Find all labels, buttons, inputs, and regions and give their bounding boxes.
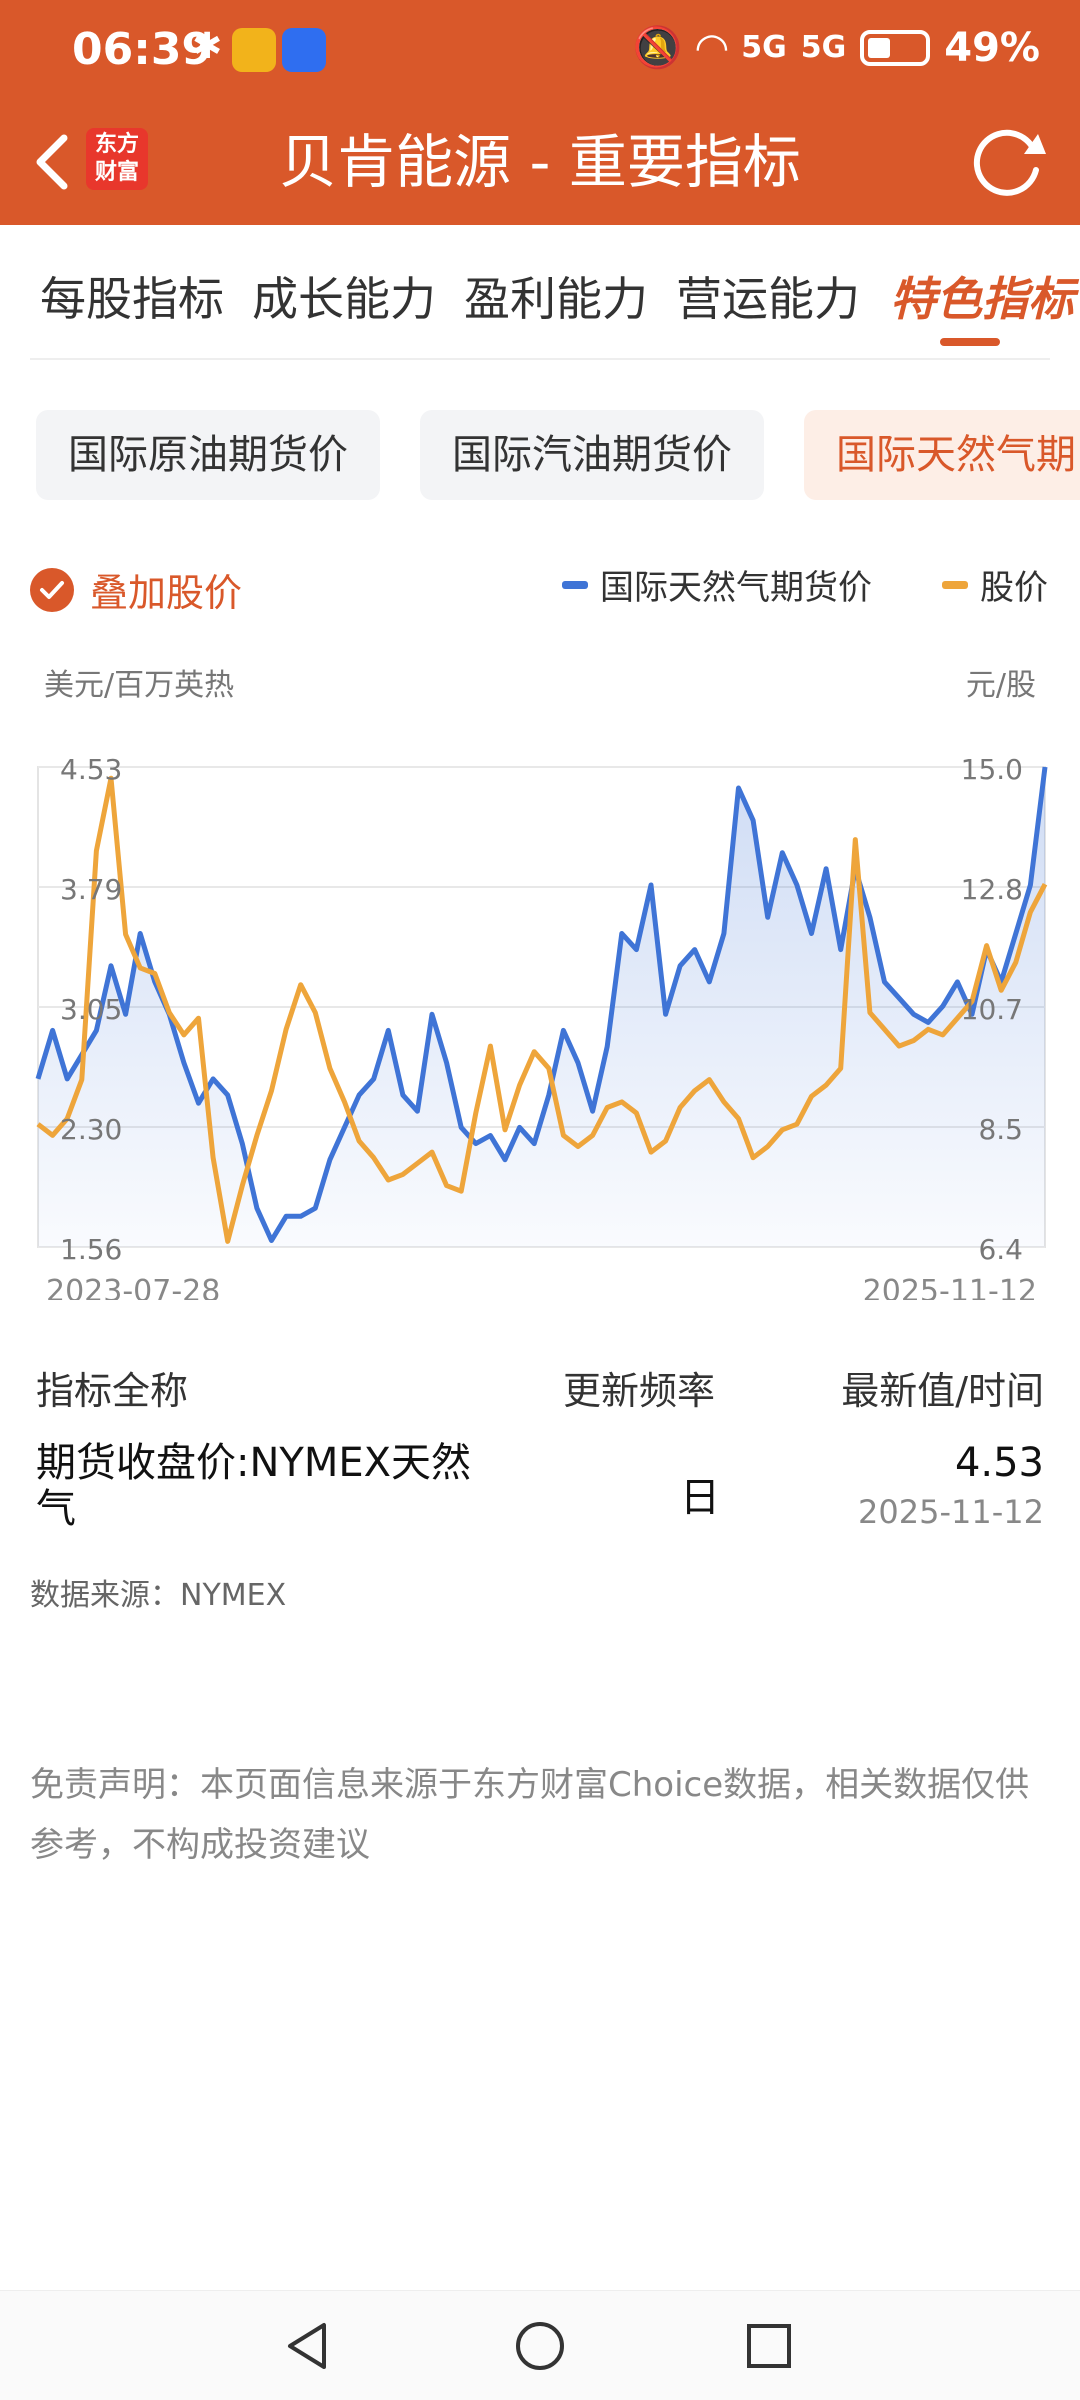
app-logo: 东方 财富	[86, 128, 148, 190]
left-tick-label: 4.53	[60, 753, 122, 786]
chip-natural-gas[interactable]: 国际天然气期	[804, 410, 1080, 500]
disclaimer-text: 免责声明：本页面信息来源于东方财富Choice数据，相关数据仅供参考，不构成投资…	[30, 1765, 1030, 1865]
legend-stock-price: 股价	[942, 560, 1048, 609]
x-start-label: 2023-07-28	[46, 1274, 220, 1300]
indicator-latest-date: 2025-11-12	[858, 1493, 1044, 1531]
left-tick-label: 2.30	[60, 1113, 122, 1146]
nav-home-icon[interactable]	[507, 2313, 573, 2379]
indicator-tabs: 每股指标 成长能力 盈利能力 营运能力 特色指标	[0, 225, 1080, 360]
col-header-latest: 最新值/时间	[841, 1369, 1044, 1413]
tab-growth[interactable]: 成长能力	[252, 272, 436, 326]
signal-5g-icon-1: 5G	[741, 30, 787, 65]
active-tab-indicator	[940, 338, 1000, 346]
col-header-name: 指标全称	[36, 1369, 189, 1413]
page-title: 贝肯能源 - 重要指标	[279, 128, 801, 196]
tab-per-share[interactable]: 每股指标	[40, 272, 224, 326]
left-axis-unit: 美元/百万英热	[44, 668, 235, 703]
x-end-label: 2025-11-12	[863, 1274, 1037, 1300]
battery-icon	[860, 29, 931, 66]
right-tick-label: 10.7	[961, 993, 1023, 1026]
status-bar: 06:39 ✱ 🔕 ◠ 5G 5G 49%	[0, 0, 1080, 100]
signal-5g-icon-2: 5G	[800, 30, 847, 65]
back-arrow-icon[interactable]	[20, 122, 90, 202]
data-source: 数据来源：NYMEX	[30, 1578, 287, 1613]
checkbox-checked-icon[interactable]	[30, 567, 74, 612]
overlay-label: 叠加股价	[90, 571, 243, 615]
app-notification-icon	[232, 28, 276, 72]
indicator-full-name: 期货收盘价:NYMEX天然气	[36, 1440, 472, 1532]
wifi-icon: ◠	[696, 24, 728, 71]
chip-crude-oil[interactable]: 国际原油期货价	[36, 410, 380, 500]
indicator-latest-value: 4.53	[954, 1440, 1044, 1486]
stock-price-line	[36, 775, 1048, 1244]
left-tick-label: 3.79	[60, 873, 122, 906]
mute-bell-icon: 🔕	[632, 25, 683, 71]
system-nav-bar	[0, 2290, 1080, 2400]
price-chart[interactable]: 4.53 15.0 3.79 12.8 3.05 10.7 2.30 8.5 1.56 6.4 20…	[0, 740, 1080, 1300]
nav-recents-icon[interactable]	[736, 2313, 802, 2379]
chip-gasoline[interactable]: 国际汽油期货价	[420, 410, 764, 500]
chart-tick-labels: 4.53 15.0 3.79 12.8 3.05 10.7 2.30 8.5 1.56 6.4 20…	[46, 753, 1037, 1300]
tab-profitability[interactable]: 盈利能力	[464, 272, 648, 326]
left-tick-label: 1.56	[60, 1233, 122, 1266]
nav-back-icon[interactable]	[276, 2313, 342, 2379]
col-header-frequency: 更新频率	[563, 1369, 716, 1413]
tab-operation[interactable]: 营运能力	[676, 272, 860, 326]
refresh-icon[interactable]	[964, 120, 1050, 206]
overlay-stock-price-toggle[interactable]: 叠加股价	[30, 562, 242, 617]
app-store-notification-icon	[282, 28, 326, 72]
tabs-divider	[30, 358, 1050, 360]
status-time: 06:39	[72, 24, 213, 75]
right-tick-label: 15.0	[961, 753, 1023, 786]
right-axis-unit: 元/股	[965, 668, 1036, 703]
right-tick-label: 6.4	[978, 1233, 1023, 1266]
top-app-bar: 贝肯能源 - 重要指标 东方 财富	[0, 100, 1080, 225]
right-tick-label: 12.8	[961, 873, 1023, 906]
legend-swatch-orange	[942, 580, 968, 589]
legend-swatch-blue	[562, 580, 588, 589]
indicator-frequency: 日	[680, 1475, 720, 1521]
battery-percent: 49%	[944, 24, 1040, 71]
status-indicators: 🔕 ◠ 5G 5G 49%	[632, 24, 1040, 72]
legend-natural-gas: 国际天然气期货价	[562, 560, 872, 609]
left-tick-label: 3.05	[60, 993, 122, 1026]
right-tick-label: 8.5	[978, 1113, 1023, 1146]
tab-featured[interactable]: 特色指标	[890, 272, 1074, 326]
bluetooth-icon: ✱	[192, 26, 223, 67]
